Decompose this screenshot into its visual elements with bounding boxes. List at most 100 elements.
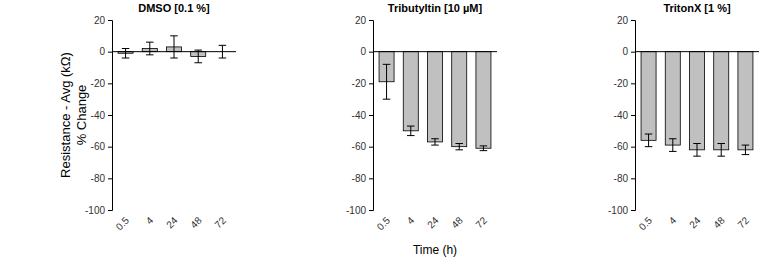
x-tick: 24	[164, 214, 180, 230]
error-line	[170, 35, 178, 36]
y-tick-mark	[369, 20, 373, 21]
y-tick-label: -100	[85, 205, 105, 216]
bar	[427, 52, 442, 142]
y-tick-mark	[369, 147, 373, 148]
x-tick: 48	[188, 214, 204, 230]
x-tick: 4	[144, 214, 156, 226]
error-bar	[170, 36, 178, 58]
x-tick-label: 72	[735, 214, 751, 230]
error-line	[672, 139, 673, 152]
x-axis: 0.54244872	[114, 214, 229, 232]
error-bar	[383, 64, 391, 99]
error-bar	[194, 50, 202, 63]
y-tick: -20	[614, 78, 635, 89]
bar	[665, 52, 680, 145]
error-line	[480, 145, 488, 146]
y-tick-label: 20	[355, 15, 367, 26]
error-line	[194, 62, 202, 63]
error-bar	[219, 45, 227, 58]
error-bar	[407, 126, 415, 135]
y-tick-mark	[369, 178, 373, 179]
error-bar	[431, 139, 439, 145]
error-line	[669, 138, 677, 139]
error-line	[648, 134, 649, 147]
error-line	[455, 143, 463, 144]
x-tick: 0.5	[637, 214, 655, 232]
y-tick-label: -60	[352, 141, 367, 152]
y-axis-line	[631, 21, 636, 211]
y-axis-line	[108, 21, 113, 211]
error-bar	[693, 144, 701, 157]
error-line	[386, 64, 387, 99]
y-tick-mark	[631, 147, 635, 148]
y-tick: -40	[91, 110, 112, 121]
error-bar	[455, 144, 463, 150]
y-tick-mark	[369, 115, 373, 116]
y-tick: -100	[608, 205, 635, 216]
y-tick-mark	[108, 210, 112, 211]
y-axis: -100-80-60-40-20020	[85, 15, 113, 216]
y-tick-mark	[631, 52, 635, 53]
y-tick-mark	[631, 210, 635, 211]
y-tick-mark	[631, 115, 635, 116]
figure: DMSO [0.1 %] -100 -80 -60 -40 -20 0 20 0.5 4 24 48 7…	[0, 0, 763, 262]
y-tick: -40	[614, 110, 635, 121]
error-line	[455, 149, 463, 150]
plot-area	[635, 52, 759, 157]
x-tick-label: 72	[473, 214, 489, 230]
panel: Tributyltin [10 µM]-100-80-60-40-200200.…	[346, 2, 497, 257]
error-line	[721, 144, 722, 157]
y-axis: -100-80-60-40-20020	[346, 15, 374, 216]
y-tick: -60	[352, 141, 373, 152]
y-tick-mark	[108, 52, 112, 53]
y-tick-mark	[108, 115, 112, 116]
error-line	[480, 150, 488, 151]
error-line	[431, 145, 439, 146]
error-line	[742, 154, 750, 155]
y-tick-mark	[108, 83, 112, 84]
y-tick-label: 0	[622, 46, 628, 57]
error-line	[146, 54, 154, 55]
y-axis: -100 -80 -60 -40 -20 0 20	[608, 15, 636, 216]
y-tick-label: -20	[352, 78, 367, 89]
error-line	[407, 126, 415, 127]
x-tick-label: 48	[711, 214, 727, 230]
y-tick: -80	[352, 173, 373, 184]
y-tick: -100	[346, 205, 373, 216]
panel: DMSO [0.1 %]-100-80-60-40-200200.5424487…	[58, 2, 236, 232]
bar	[476, 52, 491, 149]
title: DMSO [0.1 %]	[138, 2, 210, 14]
y-tick-mark	[369, 83, 373, 84]
y-tick-label: -20	[614, 78, 629, 89]
error-bar	[480, 146, 488, 151]
error-line	[669, 151, 677, 152]
x-tick: 24	[425, 214, 441, 230]
y-axis-line	[369, 21, 374, 211]
error-line	[125, 49, 126, 59]
y-tick-label: -40	[352, 110, 367, 121]
x-tick: 72	[473, 214, 489, 230]
x-tick-label: 0.5	[114, 214, 132, 232]
y-tick-label: -100	[346, 205, 366, 216]
y-axis-title: Resistance - Avg (kΩ)	[58, 52, 73, 178]
error-bar	[146, 42, 154, 55]
y-tick: -20	[91, 78, 112, 89]
panel: TritonX [1 %]-100-80-60-40-200200.542448…	[608, 2, 759, 232]
y-tick-label: -40	[91, 110, 106, 121]
zero-line	[373, 51, 497, 52]
x-tick-label: 4	[405, 214, 417, 226]
error-line	[149, 42, 150, 55]
error-line	[219, 45, 227, 46]
y-tick-label: -80	[614, 173, 629, 184]
error-line	[219, 58, 227, 59]
error-line	[383, 64, 391, 65]
y-tick-mark	[631, 178, 635, 179]
error-line	[717, 156, 725, 157]
bar	[738, 52, 753, 150]
y-tick-label: 20	[94, 15, 106, 26]
y-tick: 20	[617, 15, 635, 26]
y-tick: -20	[352, 78, 373, 89]
y-tick-label: -60	[614, 141, 629, 152]
x-tick-label: 24	[687, 214, 703, 230]
y-tick-mark	[369, 52, 373, 53]
